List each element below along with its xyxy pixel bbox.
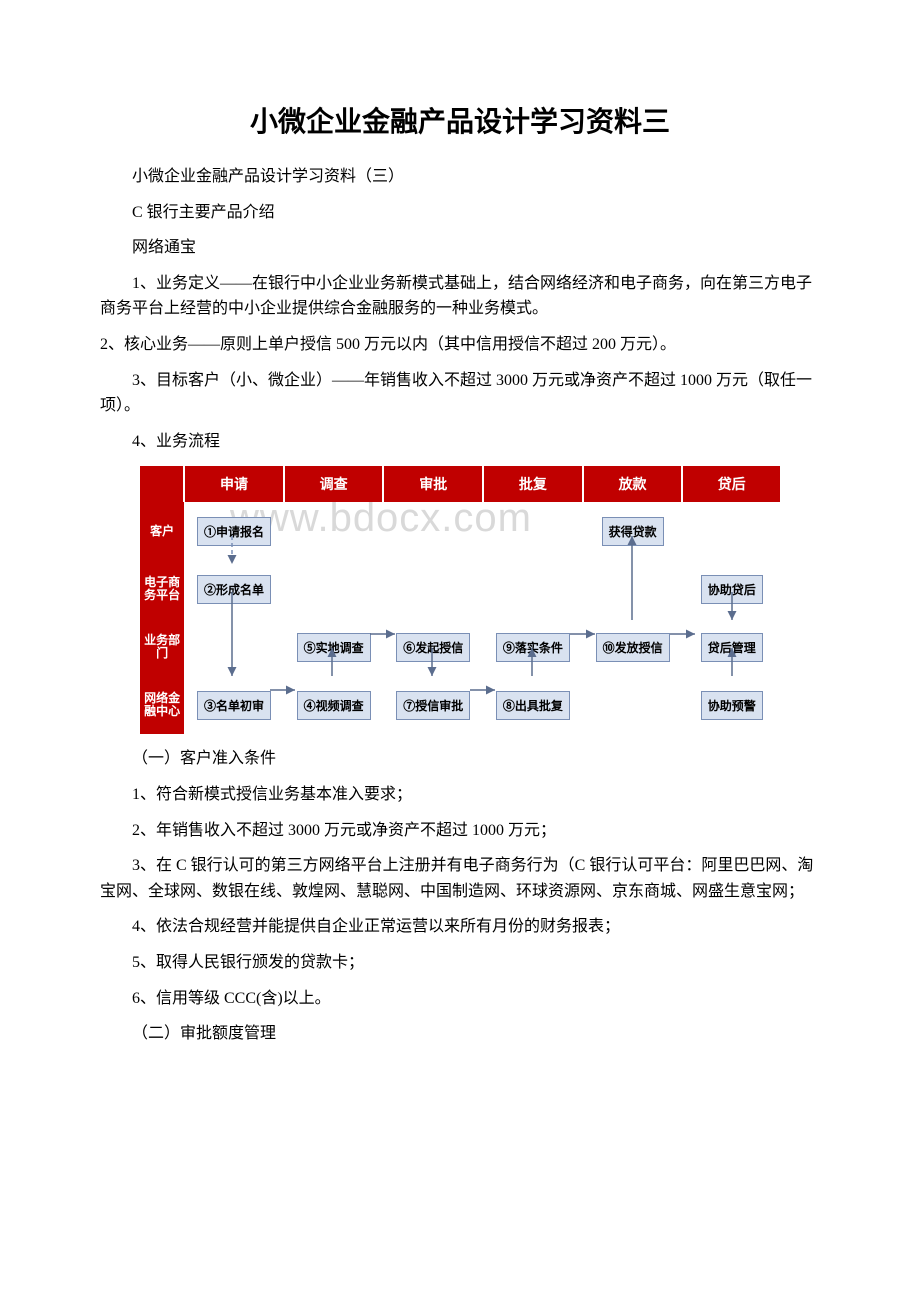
flow-node: ⑤实地调查: [297, 633, 371, 662]
flowchart-table: 申请 调查 审批 批复 放款 贷后 客户 ①申请报名 获得贷款: [140, 466, 782, 734]
flow-header: 贷后: [682, 466, 781, 502]
flow-row-platform: 电子商务平台 ②形成名单 协助贷后: [140, 560, 781, 618]
paragraph: 6、信用等级 CCC(含)以上。: [100, 986, 820, 1012]
flow-node: 获得贷款: [602, 517, 664, 546]
flow-row-customer: 客户 ①申请报名 获得贷款: [140, 502, 781, 560]
paragraph: 4、依法合规经营并能提供自企业正常运营以来所有月份的财务报表；: [100, 914, 820, 940]
section-heading: （一）客户准入条件: [100, 746, 820, 772]
flowchart-header-row: 申请 调查 审批 批复 放款 贷后: [140, 466, 781, 502]
paragraph: 4、业务流程: [100, 429, 820, 455]
page-title: 小微企业金融产品设计学习资料三: [100, 100, 820, 140]
flow-node: ⑩发放授信: [596, 633, 670, 662]
flow-node: ⑨落实条件: [496, 633, 570, 662]
flow-node: ④视频调查: [297, 691, 371, 720]
paragraph: 网络通宝: [100, 235, 820, 261]
flow-row-label: 业务部门: [140, 618, 184, 676]
paragraph: 5、取得人民银行颁发的贷款卡；: [100, 950, 820, 976]
paragraph: 小微企业金融产品设计学习资料（三）: [100, 164, 820, 190]
flow-row-label: 电子商务平台: [140, 560, 184, 618]
flow-row-label: 客户: [140, 502, 184, 560]
flow-row-center: 网络金融中心 ③名单初审 ④视频调查 ⑦授信审批 ⑧出具批复 协助预警: [140, 676, 781, 734]
paragraph: 3、在 C 银行认可的第三方网络平台上注册并有电子商务行为（C 银行认可平台：阿…: [100, 853, 820, 904]
flow-row-dept: 业务部门 ⑤实地调查 ⑥发起授信 ⑨落实条件 ⑩发放授信 贷后管理: [140, 618, 781, 676]
paragraph: 3、目标客户（小、微企业）——年销售收入不超过 3000 万元或净资产不超过 1…: [100, 368, 820, 419]
paragraph: 2、年销售收入不超过 3000 万元或净资产不超过 1000 万元；: [100, 818, 820, 844]
flow-node: ⑥发起授信: [396, 633, 470, 662]
flow-node: ①申请报名: [197, 517, 271, 546]
flow-node: ③名单初审: [197, 691, 271, 720]
flow-node: 协助贷后: [701, 575, 763, 604]
section-heading: （二）审批额度管理: [100, 1021, 820, 1047]
flow-node: 协助预警: [701, 691, 763, 720]
flowchart: www.bdocx.com 申请 调查 审批 批复 放款 贷后 客户 ①申请报名: [140, 466, 820, 734]
flow-node: ⑦授信审批: [396, 691, 470, 720]
paragraph: 2、核心业务——原则上单户授信 500 万元以内（其中信用授信不超过 200 万…: [100, 332, 820, 358]
paragraph: 1、业务定义——在银行中小企业业务新模式基础上，结合网络经济和电子商务，向在第三…: [100, 271, 820, 322]
flow-header: 调查: [284, 466, 384, 502]
flow-node: 贷后管理: [701, 633, 763, 662]
flow-header: 审批: [383, 466, 483, 502]
flow-header: 申请: [184, 466, 284, 502]
flow-header: 批复: [483, 466, 583, 502]
flow-node: ⑧出具批复: [496, 691, 570, 720]
paragraph: C 银行主要产品介绍: [100, 200, 820, 226]
flow-header: 放款: [583, 466, 683, 502]
flow-row-label: 网络金融中心: [140, 676, 184, 734]
paragraph: 1、符合新模式授信业务基本准入要求；: [100, 782, 820, 808]
flow-node: ②形成名单: [197, 575, 271, 604]
